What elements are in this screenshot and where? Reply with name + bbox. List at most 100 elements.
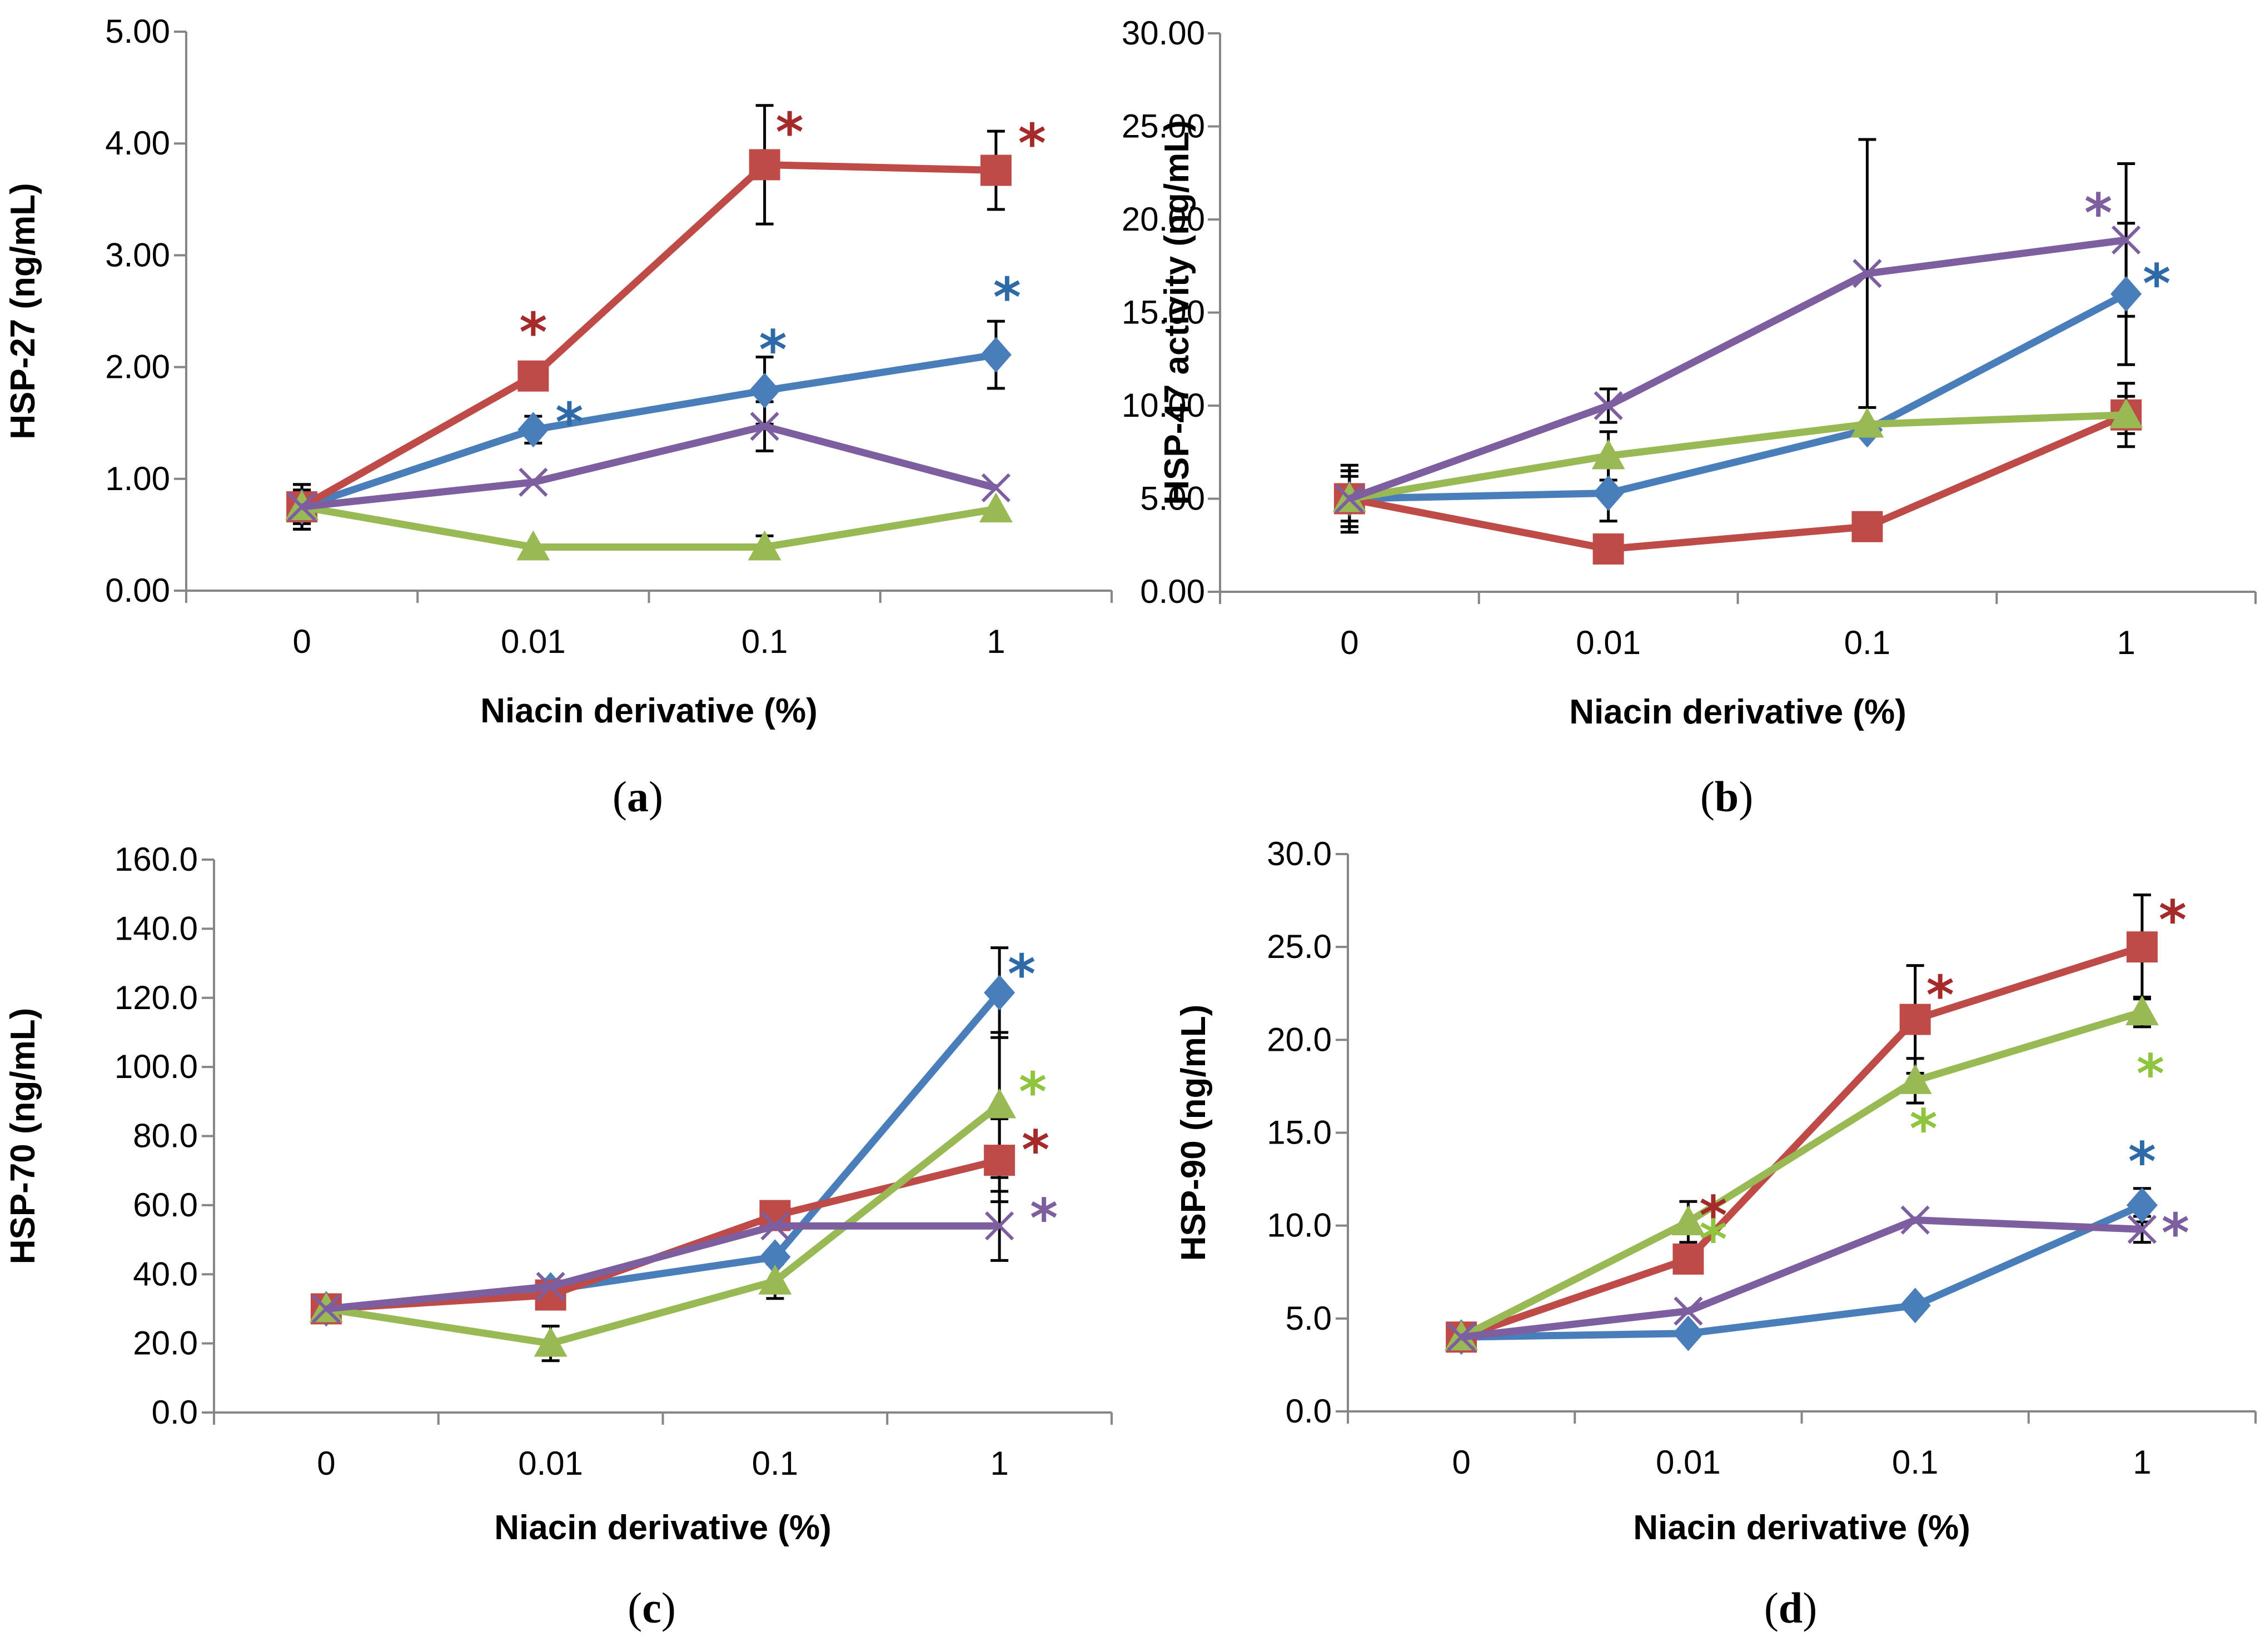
data-point-green: [2109, 398, 2143, 428]
chart-panel-b: 0.00 5.00 10.00 15.00 20.00 25.00 30.00 0 0.01 0.…: [1122, 14, 2257, 821]
data-point-purple: [536, 1271, 565, 1301]
y-tick-label: 25.00: [1122, 108, 1205, 145]
data-point-purple: [2127, 1215, 2157, 1244]
y-axis-title: HSP-70 (ng/mL): [4, 1008, 42, 1265]
significance-star: *: [2159, 889, 2187, 951]
significance-star: *: [2084, 182, 2112, 244]
data-point-green: [1850, 407, 1884, 438]
data-point-blue: [984, 975, 1015, 1011]
y-tick-label: 5.00: [1140, 480, 1205, 517]
data-point-red: [517, 360, 549, 392]
y-tick-label: 15.00: [1122, 294, 1205, 331]
x-tick-label: 0: [1340, 624, 1358, 661]
series-line-purple: [301, 422, 997, 511]
y-tick-label: 0.0: [1286, 1393, 1332, 1430]
x-axis-title: Niacin derivative (%): [1633, 1509, 1970, 1547]
x-axis-title: Niacin derivative (%): [494, 1509, 831, 1547]
y-tick-label: 20.0: [1267, 1021, 1332, 1058]
data-point-red: [1672, 1243, 1704, 1275]
y-tick-label: 0.00: [1140, 573, 1205, 610]
y-tick-label: 5.0: [1286, 1300, 1332, 1337]
y-tick-label: 140.0: [115, 910, 198, 947]
panel-label: (c): [628, 1584, 676, 1632]
x-tick-label: 0.01: [1656, 1444, 1721, 1481]
y-tick-label: 25.0: [1267, 928, 1332, 965]
data-point-purple: [981, 473, 1010, 503]
series-line-red: [1460, 943, 2143, 1341]
data-point-purple: [760, 1211, 790, 1241]
significance-star: *: [2137, 1043, 2164, 1105]
data-point-green: [1591, 439, 1625, 470]
y-tick-label: 0.0: [152, 1394, 198, 1431]
data-point-purple: [1447, 1322, 1476, 1352]
significance-star: *: [1927, 965, 1954, 1027]
series-line-green: [301, 503, 997, 551]
data-point-blue: [1592, 475, 1624, 511]
y-tick-label: 30.0: [1267, 835, 1332, 872]
data-point-purple: [287, 492, 317, 522]
series-line-purple: [326, 1222, 1000, 1312]
y-tick-label: 10.00: [1122, 387, 1205, 424]
significance-star: *: [1910, 1098, 1938, 1160]
x-tick-label: 0.1: [1844, 624, 1890, 661]
y-tick-label: 2.00: [105, 348, 170, 386]
x-tick-label: 1: [990, 1445, 1008, 1482]
significance-star: *: [2143, 253, 2171, 315]
significance-star: *: [759, 319, 787, 381]
chart-panel-a: 0.00 1.00 2.00 3.00 4.00 5.00 0 0.01 0.1 1 Niacin …: [4, 13, 1113, 821]
x-tick-label: 0.01: [518, 1445, 583, 1482]
series-line-red: [1348, 411, 2128, 553]
data-point-purple: [1853, 259, 1882, 288]
data-point-purple: [2112, 225, 2141, 254]
data-point-purple: [1594, 391, 1623, 421]
data-point-blue: [749, 372, 780, 408]
data-point-red: [2126, 931, 2158, 963]
significance-star: *: [1022, 1119, 1049, 1181]
series-line-red: [300, 161, 997, 510]
series-line-green: [325, 1102, 1002, 1347]
significance-star: *: [1019, 1061, 1047, 1124]
data-point-purple: [750, 412, 779, 441]
y-tick-label: 4.00: [105, 124, 170, 162]
x-tick-label: 0.1: [752, 1445, 798, 1482]
x-tick-label: 1: [987, 623, 1005, 660]
x-tick-label: 0: [292, 623, 311, 660]
data-point-green: [979, 492, 1013, 523]
data-point-purple: [985, 1211, 1014, 1241]
chart-panel-c: 0.0 20.0 40.0 60.0 80.0 100.0 120.0 140.0 160.0 0…: [4, 841, 1113, 1632]
significance-star: *: [1699, 1185, 1727, 1247]
series-line-green: [1348, 411, 2127, 502]
data-point-green: [758, 1264, 792, 1295]
data-point-purple: [311, 1294, 341, 1324]
chart-panel-d: 0.0 5.0 10.0 15.0 20.0 25.0 30.0 0 0.01 0.1 1 Niaci…: [1174, 835, 2257, 1632]
data-point-blue: [517, 412, 549, 448]
y-tick-label: 60.0: [133, 1186, 198, 1224]
data-point-red: [980, 154, 1012, 186]
x-tick-label: 0.1: [741, 623, 788, 660]
data-point-blue: [980, 337, 1012, 373]
x-tick-label: 0.1: [1892, 1444, 1938, 1481]
data-point-green: [983, 1088, 1017, 1119]
data-point-purple: [1900, 1205, 1930, 1235]
data-point-green: [748, 530, 781, 561]
y-tick-label: 100.0: [115, 1048, 198, 1085]
y-tick-label: 10.0: [1267, 1207, 1332, 1244]
data-point-red: [1851, 511, 1883, 542]
y-tick-label: 3.00: [105, 236, 170, 273]
panel-label: (b): [1700, 772, 1753, 821]
data-point-blue: [1899, 1287, 1931, 1324]
series-line-blue: [1461, 1201, 2144, 1341]
series-line-blue: [1349, 291, 2128, 502]
data-point-red: [1899, 1004, 1931, 1035]
data-point-green: [1898, 1064, 1932, 1094]
y-tick-label: 20.0: [133, 1325, 198, 1362]
panel-label: (d): [1764, 1584, 1817, 1632]
y-tick-label: 15.0: [1267, 1114, 1332, 1151]
x-axis-title: Niacin derivative (%): [1569, 693, 1906, 731]
data-point-green: [534, 1326, 568, 1357]
series-line-purple: [1461, 1216, 2143, 1341]
y-tick-label: 80.0: [133, 1117, 198, 1155]
significance-star: *: [1699, 1209, 1727, 1271]
data-point-red: [984, 1145, 1015, 1176]
